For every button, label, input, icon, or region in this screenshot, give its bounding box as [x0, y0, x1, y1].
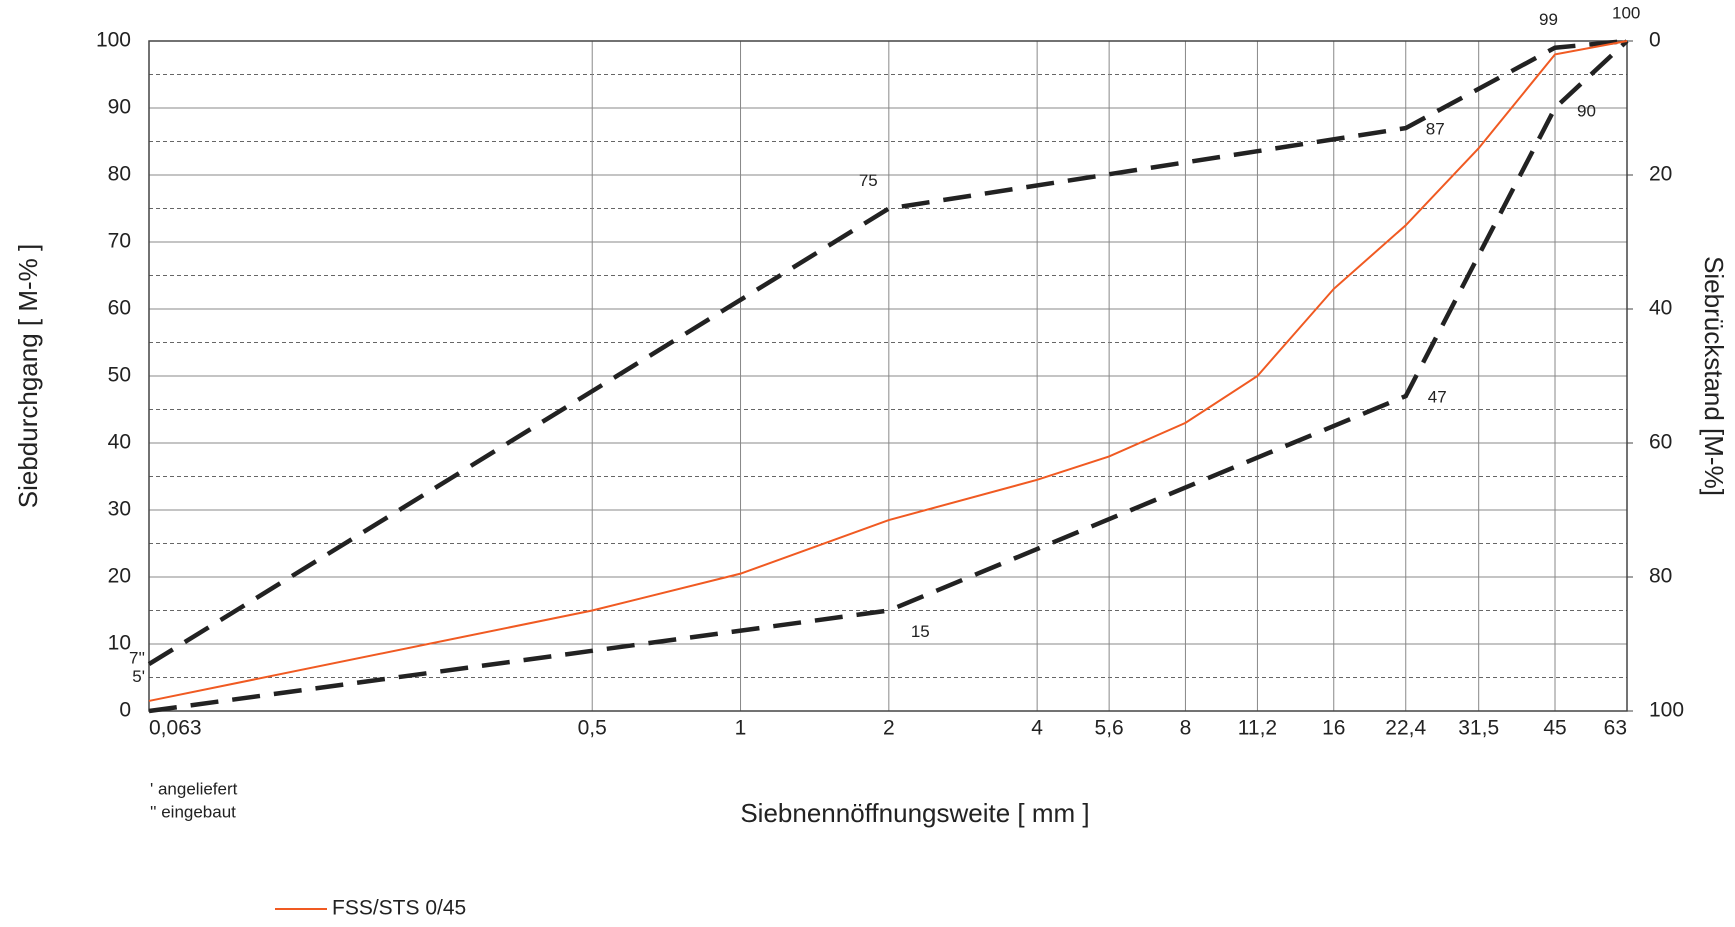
note: '' eingebaut: [150, 802, 236, 821]
series-line: [148, 40, 1628, 702]
data-label: 47: [1428, 388, 1447, 407]
y2-axis-label: Siebrückstand [M-%]: [1699, 256, 1729, 496]
x-tick-label: 16: [1322, 717, 1345, 740]
data-label: 87: [1426, 120, 1445, 139]
x-tick-label: 11,2: [1238, 717, 1277, 740]
data-label: 7'': [129, 649, 145, 668]
y-tick-label: 10: [108, 632, 131, 655]
x-tick-label: 22,4: [1385, 717, 1426, 740]
x-tick-label: 63: [1604, 717, 1627, 740]
y-tick-label: 50: [108, 364, 131, 387]
y2-tick-label: 0: [1649, 29, 1661, 52]
data-label: 75: [859, 171, 878, 190]
x-tick-label: 45: [1543, 717, 1566, 740]
x-tick-label: 1: [735, 717, 747, 740]
annotation: 5': [132, 667, 145, 686]
y-tick-label: 20: [108, 565, 131, 588]
y-tick-label: 40: [108, 431, 131, 454]
y2-tick-label: 100: [1649, 699, 1684, 722]
data-label: 100: [1612, 3, 1640, 22]
y2-tick-label: 80: [1649, 565, 1672, 588]
data-label: 99: [1539, 10, 1558, 29]
data-label: 15: [911, 622, 930, 641]
x-tick-label: 4: [1031, 717, 1043, 740]
limit-line: [147, 38, 1628, 667]
x-tick-label: 2: [883, 717, 895, 740]
y-tick-label: 70: [108, 230, 131, 253]
x-tick-label: 0,5: [578, 717, 607, 740]
x-tick-label: 5,6: [1095, 717, 1124, 740]
note: ' angeliefert: [150, 779, 238, 798]
x-axis-label: Siebnennöffnungsweite [ mm ]: [740, 798, 1089, 828]
y-tick-label: 60: [108, 297, 131, 320]
legend-label: FSS/STS 0/45: [332, 897, 466, 920]
x-tick-label: 8: [1180, 717, 1192, 740]
y-tick-label: 100: [96, 29, 131, 52]
y-tick-label: 0: [119, 699, 131, 722]
y-axis-label: Siebdurchgang [ M-% ]: [13, 244, 43, 508]
limit-line: [148, 39, 1629, 714]
plot-frame: [148, 40, 1628, 712]
y-tick-label: 30: [108, 498, 131, 521]
x-tick-label: 0,063: [149, 717, 202, 740]
y-tick-label: 80: [108, 163, 131, 186]
data-label: 90: [1577, 101, 1596, 120]
y2-tick-label: 20: [1649, 163, 1672, 186]
y-tick-label: 90: [108, 96, 131, 119]
y2-tick-label: 40: [1649, 297, 1672, 320]
x-tick-label: 31,5: [1458, 717, 1499, 740]
y2-tick-label: 60: [1649, 431, 1672, 454]
